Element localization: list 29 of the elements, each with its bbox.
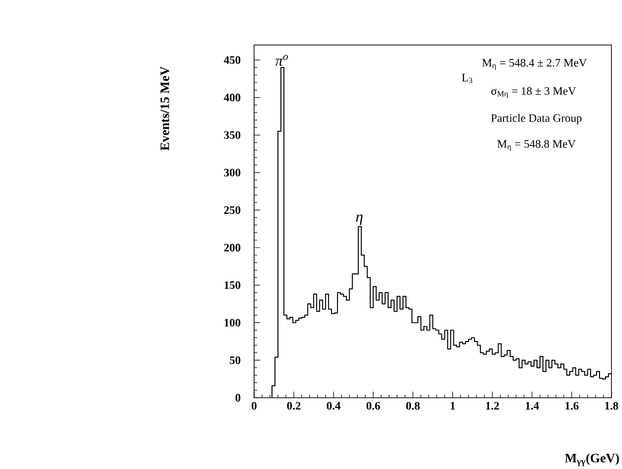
y-tick-label: 150 (224, 281, 240, 290)
y-tick-label: 0 (236, 394, 240, 402)
x-tick-label: 0.4 (326, 402, 340, 410)
y-tick-label: 450 (224, 56, 240, 64)
y-tick-label: 50 (230, 356, 240, 364)
y-tick-label: 200 (224, 244, 240, 252)
x-tick-label: 1.6 (566, 402, 579, 410)
annotation: π$^{o}$ (275, 55, 288, 66)
y-tick-label: 250 (224, 206, 240, 214)
y-tick-label: 350 (224, 131, 240, 140)
y-tick-label: 100 (224, 318, 240, 327)
x-tick-label: 0 (252, 402, 257, 410)
x-tick-label: 1 (450, 402, 455, 410)
x-tick-label: 0.2 (287, 402, 300, 410)
annotation: Particle Data Group (491, 114, 582, 124)
annotation: M$_{η}$ = 548.8 MeV (497, 140, 576, 152)
x-tick-label: 1.8 (605, 402, 618, 410)
annotation: σ$_{Mη}$ = 18 ± 3 MeV (491, 87, 576, 98)
x-tick-label: 0.6 (366, 402, 380, 410)
annotation: η (356, 214, 362, 226)
y-axis-title: Events/15 MeV (160, 66, 170, 151)
annotation: L$_{3}$ (462, 74, 472, 84)
x-tick-label: 0.8 (406, 402, 420, 410)
y-tick-label: 400 (224, 94, 240, 102)
x-axis-title: M$_{γγ}$(GeV) (564, 453, 619, 466)
y-tick-label: 300 (224, 168, 240, 177)
x-tick-label: 1.2 (486, 402, 499, 410)
annotation: M$_{η}$ = 548.4 ± 2.7 MeV (482, 59, 587, 70)
x-tick-label: 1.4 (526, 402, 539, 410)
